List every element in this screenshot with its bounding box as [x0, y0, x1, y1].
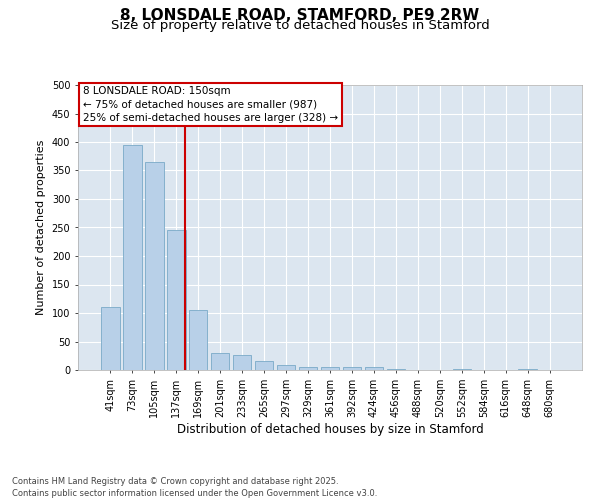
Bar	[211, 353, 229, 370]
Text: Size of property relative to detached houses in Stamford: Size of property relative to detached ho…	[110, 19, 490, 32]
Text: Contains HM Land Registry data © Crown copyright and database right 2025.
Contai: Contains HM Land Registry data © Crown c…	[12, 476, 377, 498]
Bar	[320, 367, 340, 370]
Bar	[167, 230, 185, 370]
Bar	[255, 362, 274, 370]
Bar	[518, 369, 537, 370]
Bar	[101, 308, 119, 370]
Bar	[365, 367, 383, 370]
Bar	[343, 367, 361, 370]
Text: 8 LONSDALE ROAD: 150sqm
← 75% of detached houses are smaller (987)
25% of semi-d: 8 LONSDALE ROAD: 150sqm ← 75% of detache…	[83, 86, 338, 123]
Y-axis label: Number of detached properties: Number of detached properties	[36, 140, 46, 315]
Bar	[299, 367, 317, 370]
Bar	[123, 145, 142, 370]
Bar	[277, 366, 295, 370]
Bar	[145, 162, 164, 370]
Bar	[189, 310, 208, 370]
Bar	[452, 369, 471, 370]
Text: 8, LONSDALE ROAD, STAMFORD, PE9 2RW: 8, LONSDALE ROAD, STAMFORD, PE9 2RW	[121, 8, 479, 22]
Bar	[233, 354, 251, 370]
Bar	[386, 369, 405, 370]
Text: Distribution of detached houses by size in Stamford: Distribution of detached houses by size …	[176, 422, 484, 436]
